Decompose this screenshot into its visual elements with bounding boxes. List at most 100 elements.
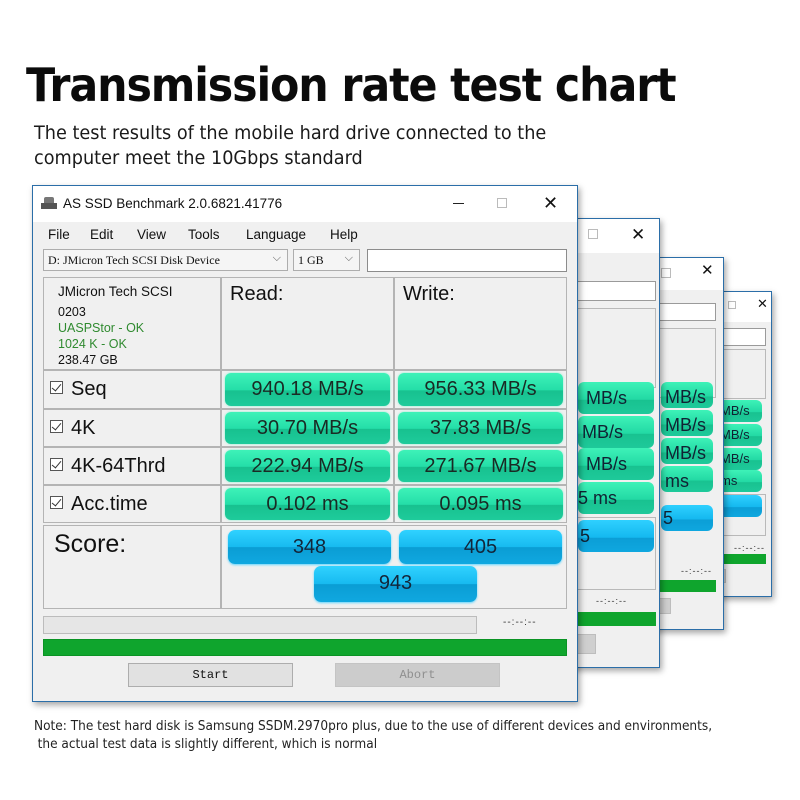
start-button[interactable]: Start xyxy=(128,663,293,687)
checkbox-checked-icon[interactable] xyxy=(50,381,63,394)
4k-checkbox[interactable]: 4K xyxy=(50,417,95,440)
menu-tools[interactable]: Tools xyxy=(188,227,220,242)
score-read: 348 xyxy=(228,530,391,564)
score-row: Score: 348 405 943 xyxy=(43,525,567,609)
test-label-cell: Seq xyxy=(43,370,221,409)
progress-bar-total xyxy=(43,639,567,656)
result-cell: MB/s xyxy=(578,416,654,448)
page-subheadline: The test results of the mobile hard driv… xyxy=(34,122,547,169)
result-cell: MB/s xyxy=(661,382,713,408)
test-label: 4K-64Thrd xyxy=(71,455,166,477)
path-field[interactable] xyxy=(367,249,567,272)
result-cell: MB/s xyxy=(661,438,713,464)
device-info-panel: JMicron Tech SCSI 0203 UASPStor - OK 102… xyxy=(43,277,221,370)
path-field xyxy=(576,281,656,301)
result-cell: MB/s xyxy=(716,400,762,422)
score-cell: 5 xyxy=(661,505,713,531)
progress-bar-current xyxy=(43,616,477,634)
write-cell: 271.67 MB/s xyxy=(394,447,567,485)
4k-write-value: 37.83 MB/s xyxy=(398,412,563,444)
score-values-cell: 348 405 943 xyxy=(221,525,567,609)
maximize-icon xyxy=(588,229,598,239)
read-cell: 30.70 MB/s xyxy=(221,409,394,447)
timer: --:--:-- xyxy=(681,566,712,576)
acc-time-checkbox[interactable]: Acc.time xyxy=(50,493,148,516)
menu-bar: File Edit View Tools Language Help xyxy=(33,222,577,246)
write-cell: 0.095 ms xyxy=(394,485,567,523)
footnote: Note: The test hard disk is Samsung SSDM… xyxy=(34,717,736,753)
menu-file[interactable]: File xyxy=(48,227,70,242)
test-label: Acc.time xyxy=(71,493,148,515)
footnote-line-1: Note: The test hard disk is Samsung SSDM… xyxy=(34,718,713,734)
seq-write-value: 956.33 MB/s xyxy=(398,373,563,406)
progress-bar xyxy=(576,612,656,626)
minimize-icon[interactable] xyxy=(453,203,464,204)
drive-select[interactable]: D: JMicron Tech SCSI Disk Device ⌵ xyxy=(43,249,288,271)
hard-drive-icon xyxy=(41,197,57,209)
page-headline: Transmission rate test chart xyxy=(26,58,677,112)
score-write: 405 xyxy=(399,530,562,564)
device-name: JMicron Tech SCSI xyxy=(58,284,173,299)
device-capacity: 238.47 GB xyxy=(58,353,118,367)
write-header-cell: Write: xyxy=(394,277,567,370)
result-cell: MB/s xyxy=(578,448,654,480)
menu-help[interactable]: Help xyxy=(330,227,358,242)
drive-select-value: D: JMicron Tech SCSI Disk Device xyxy=(48,253,220,267)
test-size-select[interactable]: 1 GB ⌵ xyxy=(293,249,360,271)
seq-read-value: 940.18 MB/s xyxy=(225,373,390,406)
read-cell: 0.102 ms xyxy=(221,485,394,523)
result-cell: ms xyxy=(716,470,762,492)
titlebar: AS SSD Benchmark 2.0.6821.41776 ✕ xyxy=(33,186,577,222)
4k-64thrd-read-value: 222.94 MB/s xyxy=(225,450,390,482)
test-row-4k: 4K 30.70 MB/s 37.83 MB/s xyxy=(43,409,567,447)
score-cell xyxy=(716,495,762,517)
test-row-seq: Seq 940.18 MB/s 956.33 MB/s xyxy=(43,370,567,409)
acc-time-read-value: 0.102 ms xyxy=(225,488,390,520)
result-cell: MB/s xyxy=(661,410,713,436)
read-header: Read: xyxy=(230,283,284,305)
acc-time-write-value: 0.095 ms xyxy=(398,488,563,520)
test-label-cell: Acc.time xyxy=(43,485,221,523)
menu-edit[interactable]: Edit xyxy=(90,227,114,242)
info-panel xyxy=(576,308,656,388)
timer: --:--:-- xyxy=(596,596,627,606)
write-cell: 37.83 MB/s xyxy=(394,409,567,447)
abort-button[interactable]: Abort xyxy=(335,663,500,687)
result-cell: MB/s xyxy=(716,424,762,446)
test-row-4k-64thrd: 4K-64Thrd 222.94 MB/s 271.67 MB/s xyxy=(43,447,567,485)
close-icon[interactable]: ✕ xyxy=(631,225,646,244)
checkbox-checked-icon[interactable] xyxy=(50,458,63,471)
test-size-value: 1 GB xyxy=(298,253,324,267)
result-cell: MB/s xyxy=(716,448,762,470)
window-title: AS SSD Benchmark 2.0.6821.41776 xyxy=(63,196,283,211)
4k-64thrd-checkbox[interactable]: 4K-64Thrd xyxy=(50,455,166,478)
test-label: Seq xyxy=(71,378,107,400)
alignment-status: 1024 K - OK xyxy=(58,337,127,351)
close-icon[interactable]: ✕ xyxy=(701,262,714,279)
result-cell: MB/s xyxy=(578,382,654,414)
close-icon[interactable]: ✕ xyxy=(543,193,559,213)
read-header-cell: Read: xyxy=(221,277,394,370)
driver-status: UASPStor - OK xyxy=(58,321,145,335)
checkbox-checked-icon[interactable] xyxy=(50,420,63,433)
seq-checkbox[interactable]: Seq xyxy=(50,378,107,401)
write-cell: 956.33 MB/s xyxy=(394,370,567,409)
4k-read-value: 30.70 MB/s xyxy=(225,412,390,444)
result-cell: 5 ms xyxy=(578,482,654,514)
menu-view[interactable]: View xyxy=(137,227,167,242)
score-label-cell: Score: xyxy=(43,525,221,609)
timer: --:--:-- xyxy=(734,543,765,553)
score-cell: 5 xyxy=(578,520,654,552)
close-icon[interactable]: ✕ xyxy=(757,296,768,311)
menu-language[interactable]: Language xyxy=(246,227,307,242)
result-cell: ms xyxy=(661,466,713,492)
maximize-icon[interactable] xyxy=(497,198,507,208)
header-row: JMicron Tech SCSI 0203 UASPStor - OK 102… xyxy=(43,277,567,370)
checkbox-checked-icon[interactable] xyxy=(50,496,63,509)
maximize-icon xyxy=(661,268,671,278)
read-cell: 940.18 MB/s xyxy=(221,370,394,409)
4k-64thrd-write-value: 271.67 MB/s xyxy=(398,450,563,482)
score-panel xyxy=(576,517,656,590)
chevron-down-icon: ⌵ xyxy=(272,251,281,264)
write-header: Write: xyxy=(403,283,455,305)
